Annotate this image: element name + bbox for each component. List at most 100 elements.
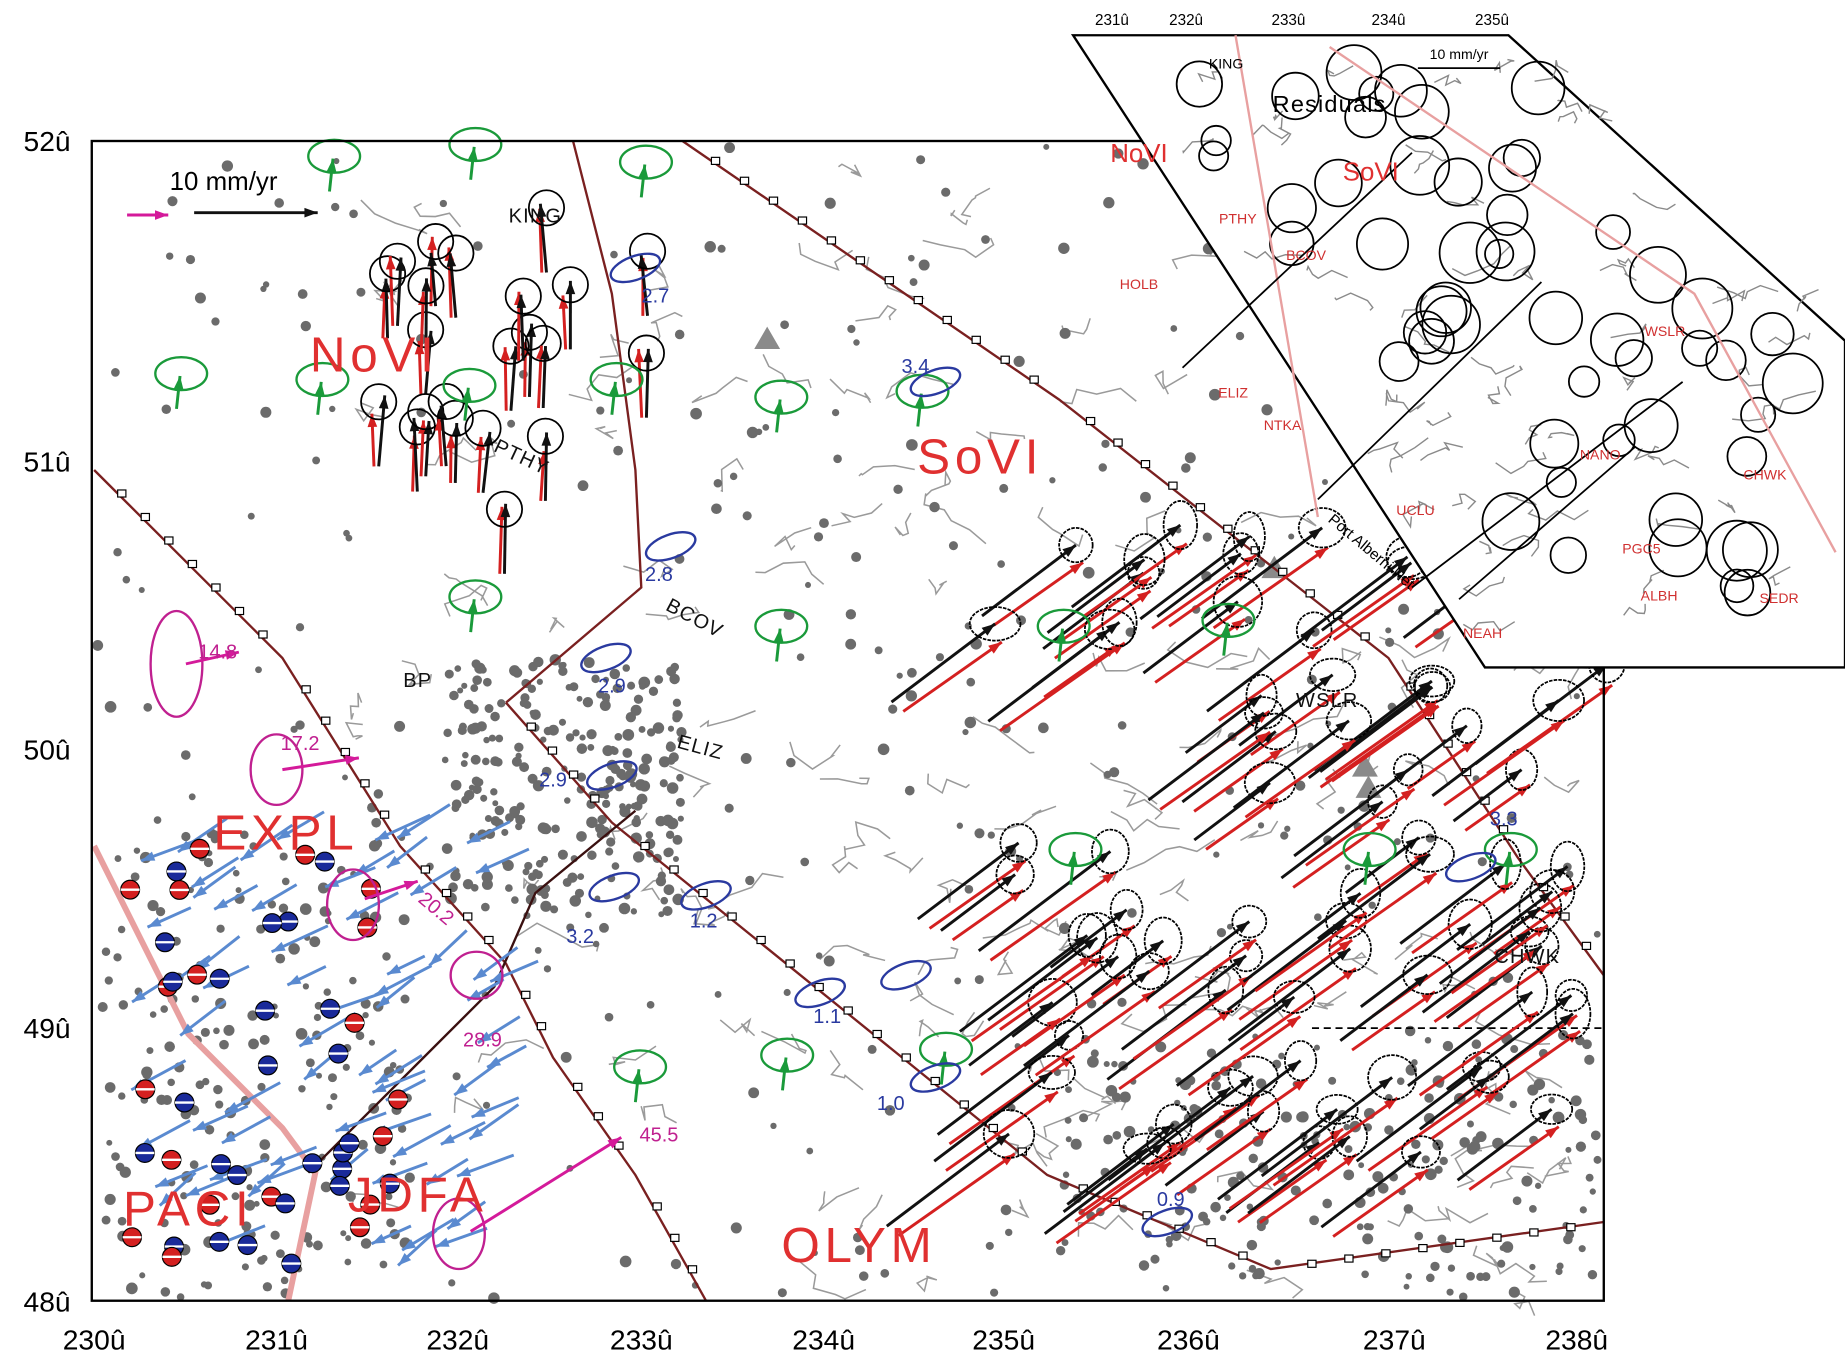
earthquake <box>1509 1287 1520 1298</box>
rate-label: 1.1 <box>813 1006 841 1028</box>
earthquake <box>1215 1129 1224 1138</box>
rate-label: 2.9 <box>539 770 567 792</box>
rate-label: 3.3 <box>1490 808 1518 830</box>
earthquake <box>213 1028 220 1035</box>
earthquake <box>988 831 995 838</box>
earthquake <box>512 757 522 767</box>
earthquake <box>1001 1205 1012 1216</box>
earthquake <box>639 726 646 733</box>
earthquake <box>445 670 454 679</box>
earthquake <box>577 696 583 702</box>
earthquake <box>1239 1272 1246 1279</box>
earthquake <box>1579 1245 1586 1252</box>
earthquake <box>118 1092 125 1099</box>
inset-region-label: SoVI <box>1343 159 1399 187</box>
earthquake <box>1056 1246 1065 1255</box>
earthquake <box>649 687 658 696</box>
earthquake <box>1345 1145 1353 1153</box>
earthquake <box>893 485 902 494</box>
earthquake <box>888 705 897 714</box>
earthquake <box>442 843 453 854</box>
subduction-tooth <box>1382 1250 1390 1257</box>
earthquake <box>949 541 958 550</box>
earthquake <box>1446 1289 1453 1296</box>
earthquake <box>346 535 353 542</box>
earthquake <box>296 1028 308 1040</box>
earthquake <box>1210 1202 1221 1213</box>
earthquake <box>464 790 474 800</box>
earthquake <box>626 712 636 722</box>
earthquake <box>748 1087 759 1098</box>
earthquake <box>533 657 543 667</box>
earthquake <box>806 1148 813 1155</box>
earthquake <box>452 799 462 809</box>
earthquake <box>800 858 809 867</box>
inset-station-label: ELIZ <box>1218 384 1248 400</box>
earthquake <box>1574 693 1580 699</box>
earthquake <box>965 885 974 894</box>
earthquake <box>483 1102 490 1109</box>
earthquake <box>619 803 626 810</box>
earthquake <box>461 760 468 767</box>
earthquake <box>626 377 632 383</box>
earthquake <box>1448 1264 1455 1271</box>
earthquake <box>349 209 358 218</box>
earthquake <box>1228 1262 1235 1269</box>
lat-tick-label: 50û <box>24 733 71 765</box>
subduction-tooth <box>931 1077 939 1084</box>
earthquake <box>1139 1260 1149 1270</box>
subduction-tooth <box>188 560 196 567</box>
earthquake <box>440 200 447 207</box>
earthquake <box>463 879 473 889</box>
earthquake <box>471 755 481 765</box>
earthquake <box>1476 1131 1487 1142</box>
lat-tick-label: 52û <box>24 125 71 157</box>
earthquake <box>361 1238 372 1249</box>
earthquake <box>1099 463 1107 471</box>
earthquake <box>390 1159 396 1165</box>
inset-scale-label: 10 mm/yr <box>1430 46 1489 62</box>
earthquake <box>936 653 944 661</box>
earthquake <box>907 668 917 678</box>
earthquake <box>605 848 613 856</box>
earthquake <box>1478 857 1487 866</box>
subduction-tooth <box>856 257 864 264</box>
earthquake <box>313 1241 323 1251</box>
earthquake <box>1163 1285 1170 1292</box>
earthquake <box>1368 902 1375 909</box>
earthquake <box>349 977 357 984</box>
earthquake <box>131 872 140 881</box>
earthquake <box>454 665 461 672</box>
earthquake <box>296 623 304 631</box>
earthquake <box>957 823 963 829</box>
subduction-tooth <box>118 490 126 497</box>
earthquake <box>111 1152 120 1161</box>
earthquake <box>535 947 542 954</box>
earthquake <box>814 532 823 541</box>
earthquake <box>612 862 620 870</box>
earthquake <box>483 737 489 743</box>
inset-station-label: UCLU <box>1396 502 1434 518</box>
lon-tick-label: 231û <box>245 1323 308 1355</box>
earthquake <box>576 831 587 842</box>
lon-tick-label: 233û <box>610 1323 673 1355</box>
earthquake <box>204 858 213 867</box>
earthquake <box>1328 1077 1336 1085</box>
earthquake <box>778 1288 787 1297</box>
rate-label: 2.7 <box>642 286 670 308</box>
earthquake <box>271 1231 280 1240</box>
earthquake <box>1309 1215 1319 1225</box>
earthquake <box>663 848 672 857</box>
subduction-tooth <box>442 889 450 896</box>
earthquake <box>1063 1172 1069 1178</box>
earthquake <box>298 1085 305 1092</box>
earthquake <box>1058 243 1069 254</box>
earthquake <box>374 789 383 798</box>
subduction-tooth <box>1306 590 1314 597</box>
earthquake <box>472 776 481 785</box>
earthquake <box>1557 1262 1564 1269</box>
earthquake <box>146 1047 153 1054</box>
inset-station-label: SEDR <box>1760 590 1799 606</box>
earthquake <box>1467 1121 1474 1128</box>
subduction-tooth <box>259 631 267 638</box>
